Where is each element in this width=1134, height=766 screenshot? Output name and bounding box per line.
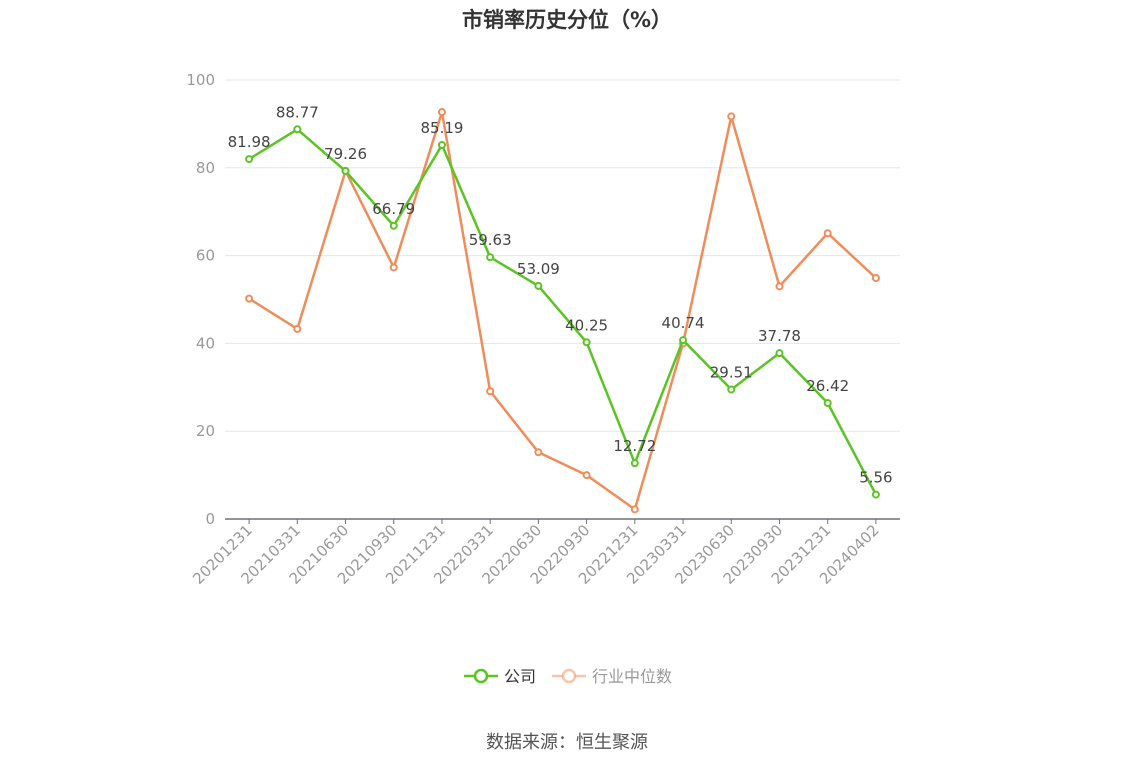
data-point — [245, 294, 254, 303]
y-tick-label: 80 — [196, 159, 215, 177]
data-label: 85.19 — [420, 119, 463, 137]
data-point — [486, 253, 495, 262]
data-point — [727, 112, 736, 121]
data-label: 81.98 — [228, 133, 271, 151]
data-point — [679, 336, 688, 345]
data-point — [437, 141, 446, 150]
gridlines — [225, 79, 900, 432]
source-note: 数据来源：恒生聚源 — [486, 732, 648, 753]
data-point — [630, 505, 639, 514]
legend: 公司 行业中位数 — [464, 667, 672, 686]
y-tick-label: 100 — [186, 71, 215, 89]
data-point — [534, 281, 543, 290]
data-point — [775, 349, 784, 358]
data-label: 66.79 — [372, 200, 415, 218]
data-point — [534, 448, 543, 457]
y-tick-label: 60 — [196, 247, 215, 265]
data-point — [437, 108, 446, 117]
data-point — [389, 263, 398, 272]
data-point — [823, 229, 832, 238]
data-label: 53.09 — [517, 260, 560, 278]
series — [245, 108, 880, 514]
legend-marker — [561, 668, 577, 684]
data-point — [582, 471, 591, 480]
data-point — [871, 273, 880, 282]
chart-title: 市销率历史分位（%） — [461, 8, 673, 32]
y-tick-label: 20 — [196, 422, 215, 440]
y-tick-label: 40 — [196, 334, 215, 352]
data-point — [582, 338, 591, 347]
data-point — [823, 399, 832, 408]
data-label: 12.72 — [613, 437, 656, 455]
legend-label: 公司 — [504, 667, 536, 686]
data-label: 5.56 — [859, 469, 892, 487]
data-label: 40.25 — [565, 316, 608, 334]
data-point — [630, 459, 639, 468]
data-point — [389, 221, 398, 230]
data-label: 26.42 — [806, 377, 849, 395]
data-point — [727, 385, 736, 394]
series-line-0 — [248, 128, 877, 496]
data-point — [341, 167, 350, 176]
data-point — [871, 490, 880, 499]
data-label: 37.78 — [758, 327, 801, 345]
data-point — [293, 324, 302, 333]
data-label: 59.63 — [469, 231, 512, 249]
legend-item-0: 公司 — [464, 667, 536, 686]
data-label: 79.26 — [324, 145, 367, 163]
series-line-1 — [248, 110, 877, 511]
legend-marker — [473, 668, 489, 684]
data-point — [486, 387, 495, 396]
data-label: 40.74 — [662, 314, 705, 332]
legend-item-1: 行业中位数 — [552, 667, 672, 686]
data-labels: 81.98 88.77 79.26 66.79 85.19 59.63 53.09 40.25… — [228, 103, 893, 486]
data-point — [245, 155, 254, 164]
data-point — [775, 282, 784, 291]
data-label: 88.77 — [276, 103, 319, 121]
data-point — [293, 125, 302, 134]
data-label: 29.51 — [710, 363, 753, 381]
legend-label: 行业中位数 — [592, 667, 672, 686]
y-tick-label: 0 — [205, 510, 215, 528]
